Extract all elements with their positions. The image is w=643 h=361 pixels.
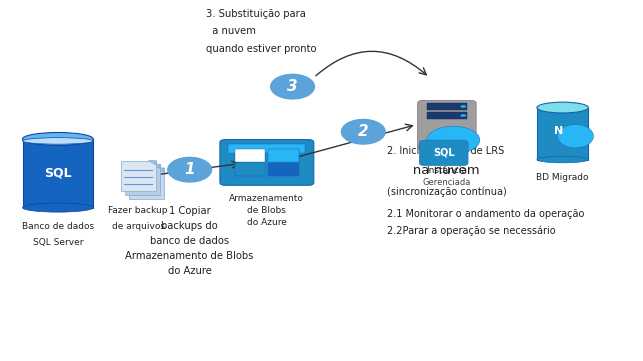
Text: backups do: backups do <box>161 221 218 231</box>
Text: 2: 2 <box>358 124 368 139</box>
Text: SQL: SQL <box>433 148 455 158</box>
Ellipse shape <box>537 102 588 113</box>
Ellipse shape <box>557 125 593 148</box>
FancyBboxPatch shape <box>427 103 467 110</box>
FancyBboxPatch shape <box>269 149 298 162</box>
FancyBboxPatch shape <box>235 163 266 176</box>
Polygon shape <box>156 168 164 172</box>
Text: quando estiver pronto: quando estiver pronto <box>206 44 316 54</box>
Ellipse shape <box>23 138 93 144</box>
Text: na nuvem: na nuvem <box>400 164 480 177</box>
Text: de Blobs: de Blobs <box>248 206 286 215</box>
Ellipse shape <box>460 106 466 107</box>
Ellipse shape <box>427 126 480 154</box>
Text: banco de dados: banco de dados <box>150 236 230 246</box>
FancyBboxPatch shape <box>235 149 266 162</box>
FancyBboxPatch shape <box>269 163 298 176</box>
Polygon shape <box>152 164 160 169</box>
Text: N: N <box>554 126 563 136</box>
FancyBboxPatch shape <box>129 168 164 199</box>
Circle shape <box>168 157 212 182</box>
Text: 2.1 Monitorar o andamento da operação: 2.1 Monitorar o andamento da operação <box>387 209 584 219</box>
Ellipse shape <box>537 156 588 163</box>
FancyBboxPatch shape <box>125 164 160 195</box>
Text: a nuvem: a nuvem <box>206 26 256 36</box>
FancyBboxPatch shape <box>537 108 588 160</box>
FancyBboxPatch shape <box>427 112 467 119</box>
Circle shape <box>271 74 314 99</box>
FancyBboxPatch shape <box>419 140 468 166</box>
Text: Armazenamento: Armazenamento <box>230 194 304 203</box>
Text: SQL Server: SQL Server <box>33 238 83 247</box>
Text: SQL: SQL <box>44 167 71 180</box>
Ellipse shape <box>460 115 466 116</box>
Text: Armazenamento de Blobs: Armazenamento de Blobs <box>125 251 254 261</box>
Text: de arquivos: de arquivos <box>112 222 165 231</box>
Ellipse shape <box>23 132 93 145</box>
Text: do Azure: do Azure <box>247 218 287 227</box>
Text: do Azure: do Azure <box>168 266 212 277</box>
FancyBboxPatch shape <box>220 140 314 185</box>
FancyBboxPatch shape <box>228 144 305 153</box>
Text: Banco de dados: Banco de dados <box>22 222 94 231</box>
Text: Gerenciada: Gerenciada <box>422 178 471 187</box>
Text: Instância: Instância <box>426 166 467 175</box>
Text: 1: 1 <box>185 162 195 177</box>
FancyBboxPatch shape <box>121 161 156 191</box>
Text: 2. Iniciar serviço de LRS: 2. Iniciar serviço de LRS <box>387 146 504 156</box>
Text: Fazer backup: Fazer backup <box>109 206 168 215</box>
Text: 3: 3 <box>287 79 298 94</box>
FancyBboxPatch shape <box>418 100 476 149</box>
Polygon shape <box>149 161 156 165</box>
Text: BD Migrado: BD Migrado <box>536 173 589 182</box>
Ellipse shape <box>23 203 93 212</box>
Circle shape <box>341 119 385 144</box>
FancyBboxPatch shape <box>23 139 93 208</box>
Text: 3. Substituição para: 3. Substituição para <box>206 9 305 19</box>
Text: (sincronização contínua): (sincronização contínua) <box>387 186 507 196</box>
Text: 2.2Parar a operação se necessário: 2.2Parar a operação se necessário <box>387 225 556 235</box>
Text: 1 Copiar: 1 Copiar <box>169 206 210 216</box>
